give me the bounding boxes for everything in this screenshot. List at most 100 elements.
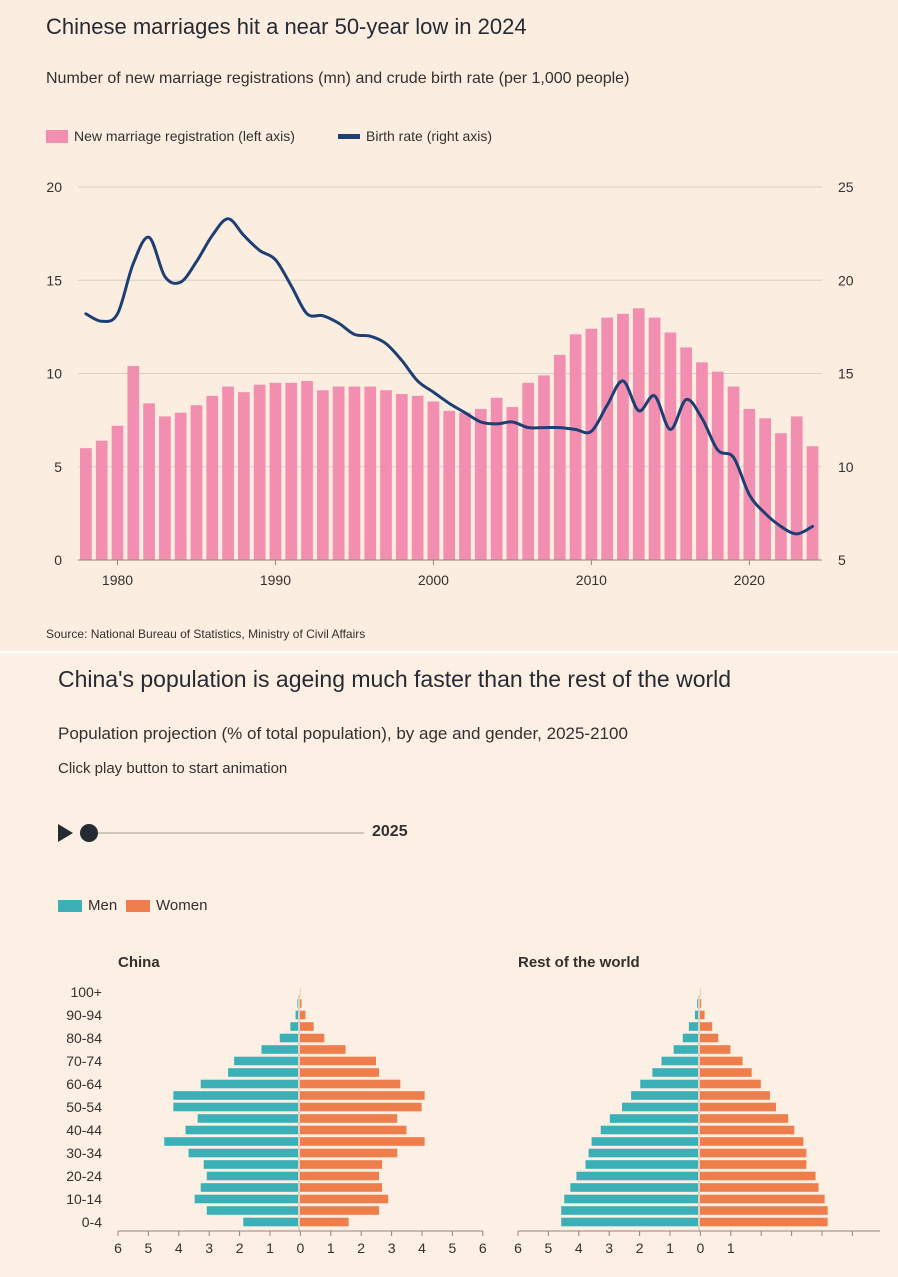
rest-pyramid-title: Rest of the world bbox=[518, 954, 640, 971]
x-tick-label: 6 bbox=[114, 1240, 122, 1256]
marriage-bar bbox=[775, 433, 787, 560]
men-bar bbox=[173, 1091, 298, 1100]
birth-rate-line bbox=[84, 217, 815, 536]
play-icon[interactable] bbox=[58, 824, 73, 842]
marriage-bar bbox=[553, 354, 566, 560]
marriage-bar bbox=[490, 397, 503, 560]
men-bar bbox=[200, 1079, 298, 1089]
marriage-bar bbox=[696, 362, 708, 560]
women-bar bbox=[300, 1171, 380, 1181]
age-group-label: 30-34 bbox=[66, 1145, 102, 1161]
men-bar bbox=[234, 1056, 298, 1066]
marriage-bar bbox=[80, 448, 92, 560]
women-bar bbox=[300, 1022, 314, 1031]
marriage-bar bbox=[95, 440, 108, 560]
marriage-bar bbox=[222, 386, 234, 560]
marriage-bar bbox=[332, 386, 345, 560]
men-bar bbox=[688, 1022, 698, 1031]
men-bar bbox=[185, 1125, 298, 1135]
women-bar bbox=[700, 1194, 825, 1204]
marriage-bar bbox=[711, 371, 724, 560]
marriage-bar bbox=[316, 390, 329, 560]
panel-divider bbox=[0, 651, 898, 653]
x-tick-label: 5 bbox=[545, 1240, 553, 1256]
y-left-tick-label: 10 bbox=[46, 366, 62, 382]
age-group-label: 80-84 bbox=[66, 1030, 102, 1046]
marriage-bar bbox=[680, 347, 693, 560]
marriage-bar bbox=[506, 407, 519, 560]
women-bar bbox=[300, 1102, 422, 1112]
x-tick-label: 2 bbox=[236, 1240, 244, 1256]
men-bar bbox=[206, 1171, 298, 1181]
marriage-bar bbox=[601, 317, 614, 560]
men-bar bbox=[203, 1160, 298, 1169]
women-bar bbox=[300, 1125, 407, 1135]
x-tick-label: 2 bbox=[357, 1240, 365, 1256]
men-bar bbox=[261, 1045, 298, 1054]
men-bar bbox=[164, 1137, 298, 1146]
women-bar bbox=[700, 1079, 761, 1089]
women-bar bbox=[300, 1160, 383, 1169]
marriage-bar bbox=[238, 392, 250, 560]
legend-birth: Birth rate (right axis) bbox=[338, 128, 492, 144]
women-bar bbox=[300, 1183, 383, 1192]
women-bar bbox=[700, 1068, 752, 1077]
x-tick-label: 1990 bbox=[260, 572, 291, 588]
y-left-tick-label: 0 bbox=[54, 552, 62, 568]
marriage-bar bbox=[585, 328, 598, 560]
china-pyramid-title: China bbox=[118, 954, 160, 971]
women-bar bbox=[700, 1125, 795, 1135]
age-group-label: 60-64 bbox=[66, 1076, 102, 1092]
marriage-bar bbox=[664, 332, 677, 560]
women-bar bbox=[700, 1171, 816, 1181]
y-right-tick-label: 20 bbox=[838, 272, 854, 288]
men-bar bbox=[697, 999, 698, 1008]
women-bar bbox=[700, 1102, 776, 1112]
women-bar bbox=[700, 1045, 731, 1054]
x-tick-label: 6 bbox=[514, 1240, 522, 1256]
women-bar bbox=[700, 1137, 804, 1146]
marriage-bar bbox=[174, 412, 187, 560]
year-slider-handle[interactable] bbox=[80, 824, 98, 842]
x-tick-label: 1 bbox=[327, 1240, 335, 1256]
men-bar bbox=[173, 1102, 298, 1112]
men-bar bbox=[206, 1206, 298, 1215]
marriage-bar bbox=[727, 386, 740, 560]
women-bar bbox=[300, 1206, 380, 1215]
age-group-label: 10-14 bbox=[66, 1191, 102, 1207]
year-slider-track[interactable] bbox=[90, 832, 364, 834]
legend-marriage-swatch bbox=[46, 129, 68, 143]
women-bar bbox=[700, 999, 702, 1008]
legend-men-label: Men bbox=[88, 897, 118, 914]
women-bar bbox=[300, 1079, 401, 1089]
legend-women-label: Women bbox=[156, 897, 208, 914]
marriage-bar bbox=[380, 390, 392, 560]
men-bar bbox=[673, 1045, 698, 1054]
x-tick-label: 6 bbox=[479, 1240, 487, 1256]
men-bar bbox=[243, 1217, 298, 1227]
men-bar bbox=[622, 1102, 698, 1112]
women-bar bbox=[700, 1022, 713, 1031]
women-bar bbox=[700, 1160, 807, 1169]
men-bar bbox=[600, 1125, 698, 1135]
x-tick-label: 1 bbox=[666, 1240, 674, 1256]
age-group-label: 50-54 bbox=[66, 1099, 102, 1115]
x-tick-label: 2000 bbox=[418, 572, 449, 588]
age-group-label: 40-44 bbox=[66, 1122, 102, 1138]
y-left-tick-label: 5 bbox=[54, 459, 62, 475]
marriage-bar bbox=[632, 308, 645, 560]
y-left-tick-label: 20 bbox=[46, 179, 62, 195]
marriage-bar bbox=[159, 416, 171, 560]
animation-instruction: Click play button to start animation bbox=[58, 760, 288, 777]
men-bar bbox=[290, 1022, 298, 1031]
women-bar bbox=[700, 1148, 807, 1158]
population-pyramids: 6 5 4 3 2 1 0 1 2 3 4 5 6 0-4 10-14 20-24 30-34 40-44 50-5… bbox=[66, 984, 880, 1256]
legend-marriage: New marriage registration (left axis) bbox=[46, 128, 295, 144]
marriage-bar bbox=[790, 416, 803, 560]
age-group-label: 20-24 bbox=[66, 1168, 102, 1184]
population-chart-title: China's population is ageing much faster… bbox=[58, 666, 732, 692]
animation-player: 2025 bbox=[58, 820, 438, 846]
x-tick-label: 4 bbox=[418, 1240, 426, 1256]
legend-birth-label: Birth rate (right axis) bbox=[366, 128, 493, 144]
